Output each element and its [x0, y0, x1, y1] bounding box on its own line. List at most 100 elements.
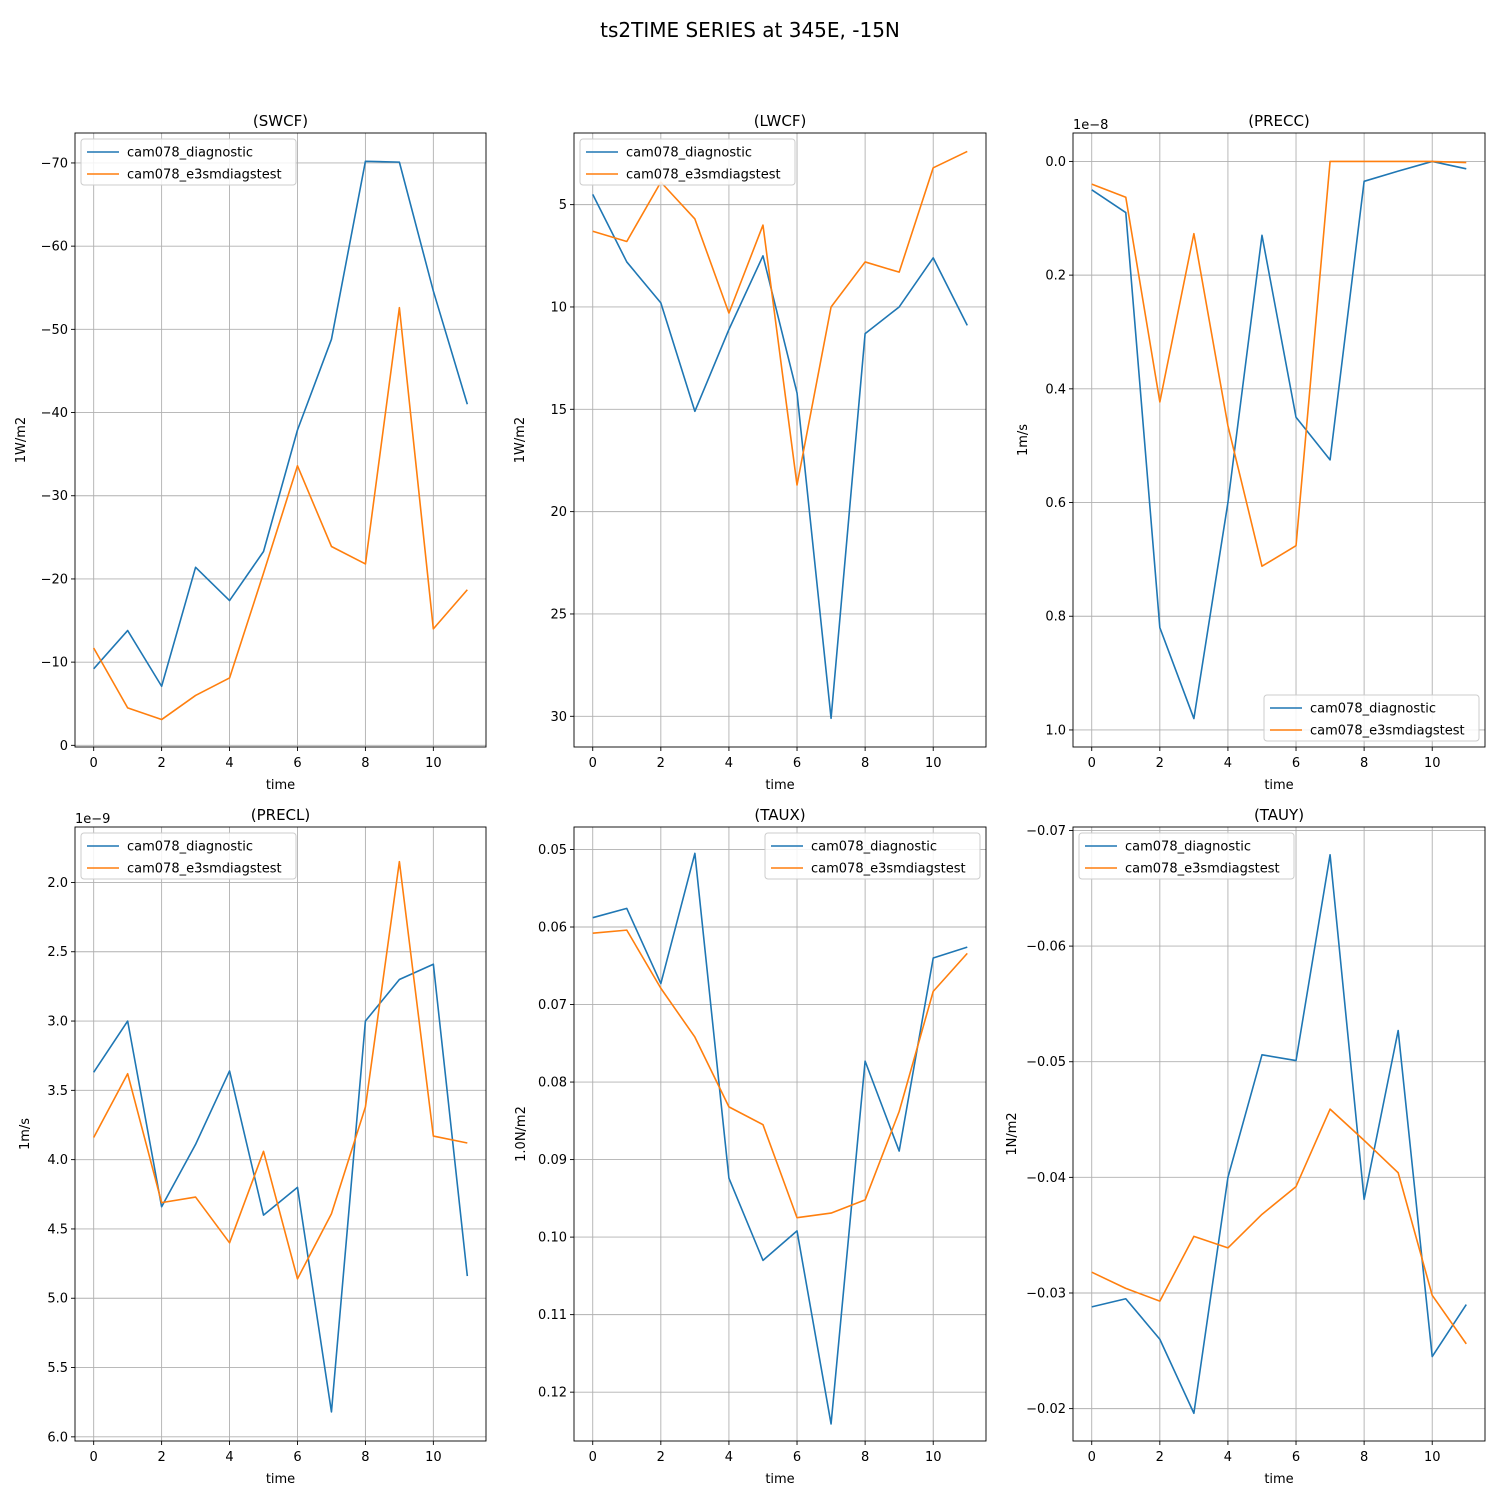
y-axis-label: 1W/m2: [14, 417, 29, 463]
x-tick-label: 0: [90, 1450, 98, 1465]
series-line-cam078_e3smdiagstest: [1091, 160, 1467, 568]
x-tick-label: 2: [157, 756, 165, 771]
x-axis-label: time: [266, 778, 295, 793]
y-tick-label: 0.2: [1045, 269, 1066, 284]
series-line-cam078_diagnostic: [1091, 160, 1467, 720]
y-tick-label: 2.5: [47, 945, 68, 960]
x-tick-label: 8: [861, 756, 869, 771]
x-tick-label: 0: [1088, 1450, 1096, 1465]
y-tick-label: −0.03: [1026, 1286, 1066, 1301]
y-tick-label: 0.12: [538, 1386, 567, 1401]
subplot-tauy: 0 2 4 6 8 10 −0.02 −0.03 −0.04 −0.05 −0.06 −0.07 (TA…: [1005, 806, 1486, 1487]
y-tick-label: −0.07: [1026, 824, 1066, 839]
y-tick-label: −50: [41, 323, 68, 338]
x-tick-label: 10: [1424, 756, 1441, 771]
x-tick-label: 0: [90, 756, 98, 771]
x-tick-label: 2: [157, 1450, 165, 1465]
x-tick-label: 4: [225, 1450, 233, 1465]
legend-label: cam078_e3smdiagstest: [811, 862, 966, 877]
axes-frame: [74, 132, 487, 748]
y-axis-label: 1m/s: [18, 1118, 33, 1150]
y-tick-label: 10: [550, 300, 567, 315]
x-tick-label: 2: [657, 1450, 665, 1465]
subplot-grid: 0 2 4 6 8 10 0 −10 −20 −30 −40 −50 −60 −70 (SWCF) time 1…: [14, 112, 1486, 1487]
series-line-cam078_e3smdiagstest: [592, 150, 968, 486]
x-tick-label: 8: [361, 1450, 369, 1465]
x-tick-label: 6: [793, 756, 801, 771]
y-tick-label: 0: [60, 739, 68, 754]
axes-frame: [1072, 826, 1486, 1442]
legend-label: cam078_diagnostic: [1310, 702, 1436, 717]
y-tick-label: 1.0: [1045, 723, 1066, 738]
y-tick-label: −0.05: [1026, 1055, 1066, 1070]
y-tick-label: 20: [550, 505, 567, 520]
legend-box: [579, 138, 796, 186]
x-tick-label: 8: [1360, 1450, 1368, 1465]
legend: cam078_diagnostic cam078_e3smdiagstest: [1078, 832, 1295, 880]
y-tick-label: 0.0: [1045, 155, 1066, 170]
subplot-title: (PRECL): [251, 806, 310, 824]
y-offset-label: 1e−9: [75, 812, 110, 827]
legend-label: cam078_e3smdiagstest: [1310, 724, 1465, 739]
y-tick-label: 2.0: [47, 876, 68, 891]
x-tick-label: 2: [1156, 756, 1164, 771]
y-tick-label: 5.5: [47, 1361, 68, 1376]
series-line-cam078_diagnostic: [592, 852, 968, 1425]
series-line-cam078_e3smdiagstest: [92, 306, 468, 721]
x-tick-label: 6: [293, 756, 301, 771]
y-tick-label: 5: [559, 198, 567, 213]
series-line-cam078_diagnostic: [93, 963, 469, 1413]
legend-box: [1078, 832, 1295, 880]
legend-label: cam078_e3smdiagstest: [1125, 862, 1280, 877]
subplot-title: (TAUY): [1254, 806, 1304, 824]
y-tick-label: 25: [550, 607, 567, 622]
subplot-precc: 0 2 4 6 8 10 0.0 0.2 0.4 0.6 0.8 1.0 (PRECC) time 1m/s…: [1016, 112, 1486, 793]
legend-label: cam078_diagnostic: [811, 840, 937, 855]
y-tick-label: 6.0: [47, 1430, 68, 1445]
series-line-cam078_diagnostic: [592, 194, 968, 720]
x-axis-label: time: [1264, 778, 1293, 793]
subplot-swcf: 0 2 4 6 8 10 0 −10 −20 −30 −40 −50 −60 −70 (SWCF) time 1…: [14, 112, 487, 793]
x-tick-label: 0: [589, 756, 597, 771]
axes-frame: [74, 826, 487, 1442]
x-axis-label: time: [765, 1472, 794, 1487]
axes-frame: [573, 826, 987, 1442]
y-tick-label: −60: [41, 240, 68, 255]
x-tick-label: 0: [589, 1450, 597, 1465]
y-tick-label: 3.5: [47, 1084, 68, 1099]
axes-frame: [1072, 132, 1486, 748]
series-line-cam078_e3smdiagstest: [92, 860, 468, 1280]
x-tick-label: 8: [361, 756, 369, 771]
x-tick-label: 8: [861, 1450, 869, 1465]
legend-label: cam078_diagnostic: [127, 146, 253, 161]
y-tick-label: 0.8: [1045, 610, 1066, 625]
y-tick-label: 0.6: [1045, 496, 1066, 511]
y-tick-label: 0.06: [538, 921, 567, 936]
legend-box: [80, 138, 297, 186]
legend: cam078_diagnostic cam078_e3smdiagstest: [1263, 694, 1480, 742]
legend-box: [80, 832, 297, 880]
subplot-title: (SWCF): [253, 112, 308, 130]
x-tick-label: 6: [793, 1450, 801, 1465]
x-tick-label: 2: [1156, 1450, 1164, 1465]
y-tick-label: −10: [41, 656, 68, 671]
x-tick-label: 6: [293, 1450, 301, 1465]
y-axis-label: 1N/m2: [1005, 1112, 1020, 1155]
legend: cam078_diagnostic cam078_e3smdiagstest: [579, 138, 796, 186]
x-tick-label: 0: [1088, 756, 1096, 771]
x-tick-label: 6: [1292, 756, 1300, 771]
x-tick-label: 10: [425, 1450, 442, 1465]
subplot-title: (TAUX): [754, 806, 805, 824]
legend: cam078_diagnostic cam078_e3smdiagstest: [80, 832, 297, 880]
y-tick-label: 15: [550, 403, 567, 418]
y-tick-label: 0.11: [538, 1308, 567, 1323]
subplot-taux: 0 2 4 6 8 10 0.05 0.06 0.07 0.08 0.09 0.10 0.11 0.12 (…: [514, 806, 987, 1487]
legend: cam078_diagnostic cam078_e3smdiagstest: [764, 832, 981, 880]
y-tick-label: 0.07: [538, 998, 567, 1013]
y-offset-label: 1e−8: [1073, 118, 1108, 133]
y-tick-label: 3.0: [47, 1015, 68, 1030]
x-tick-label: 4: [1224, 756, 1232, 771]
y-tick-label: −0.06: [1026, 940, 1066, 955]
